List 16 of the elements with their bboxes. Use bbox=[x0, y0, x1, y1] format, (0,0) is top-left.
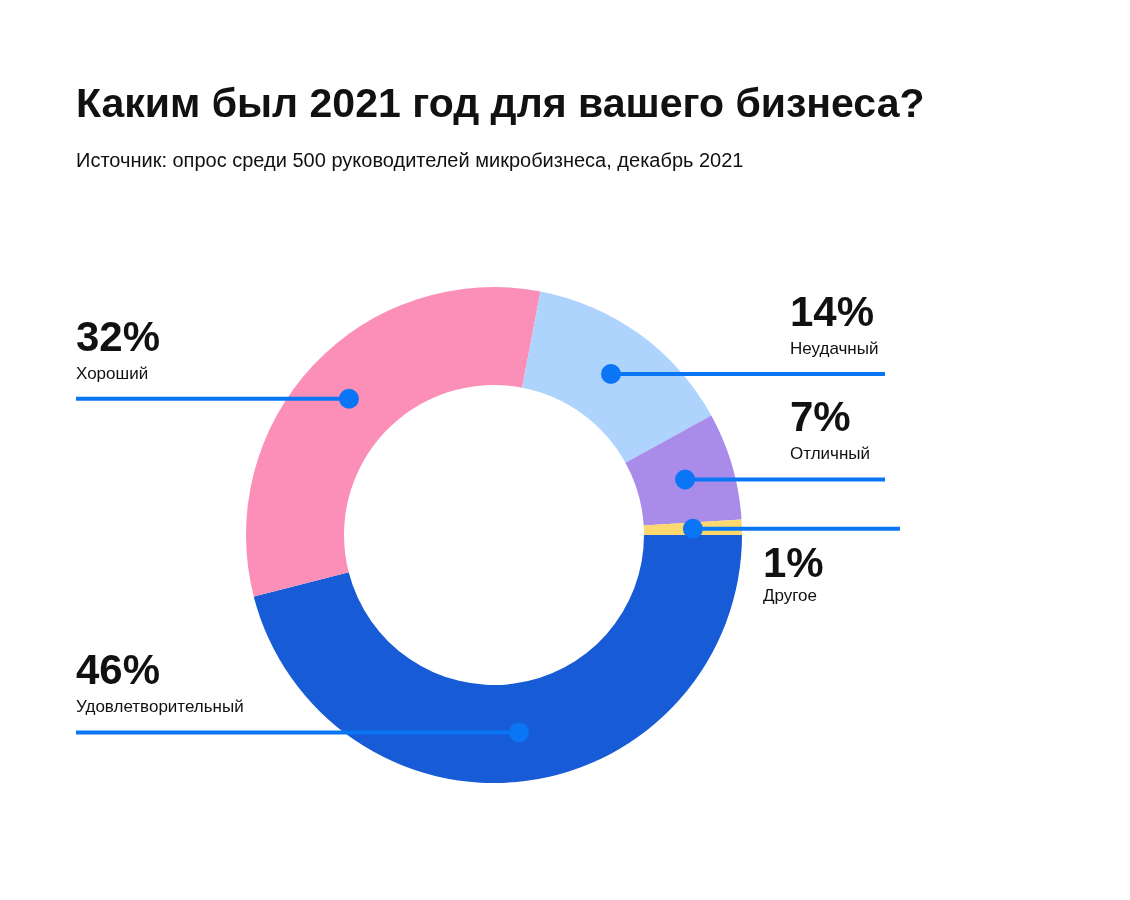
donut-slice bbox=[522, 291, 712, 463]
slice-label: Удовлетворительный bbox=[76, 697, 244, 717]
data-label: 1% bbox=[762, 538, 824, 586]
data-label: 32% bbox=[76, 312, 161, 360]
slice-label: Хороший bbox=[76, 363, 149, 383]
slice-label: Другое bbox=[762, 585, 817, 605]
data-label: 14% bbox=[790, 288, 875, 336]
data-label: 46% bbox=[76, 646, 161, 694]
donut-slice bbox=[253, 535, 742, 783]
slice-label: Неудачный bbox=[790, 339, 879, 359]
chart-subtitle: Источник: опрос среди 500 руководителей микробизнеса, декабрь 2021 bbox=[76, 149, 744, 171]
donut-slice bbox=[625, 415, 742, 526]
donut-slice bbox=[246, 287, 541, 597]
slice-label: Отличный bbox=[790, 444, 871, 464]
data-label: 7% bbox=[790, 393, 851, 441]
chart-title: Каким был 2021 год для вашего бизнеса? bbox=[76, 80, 925, 126]
